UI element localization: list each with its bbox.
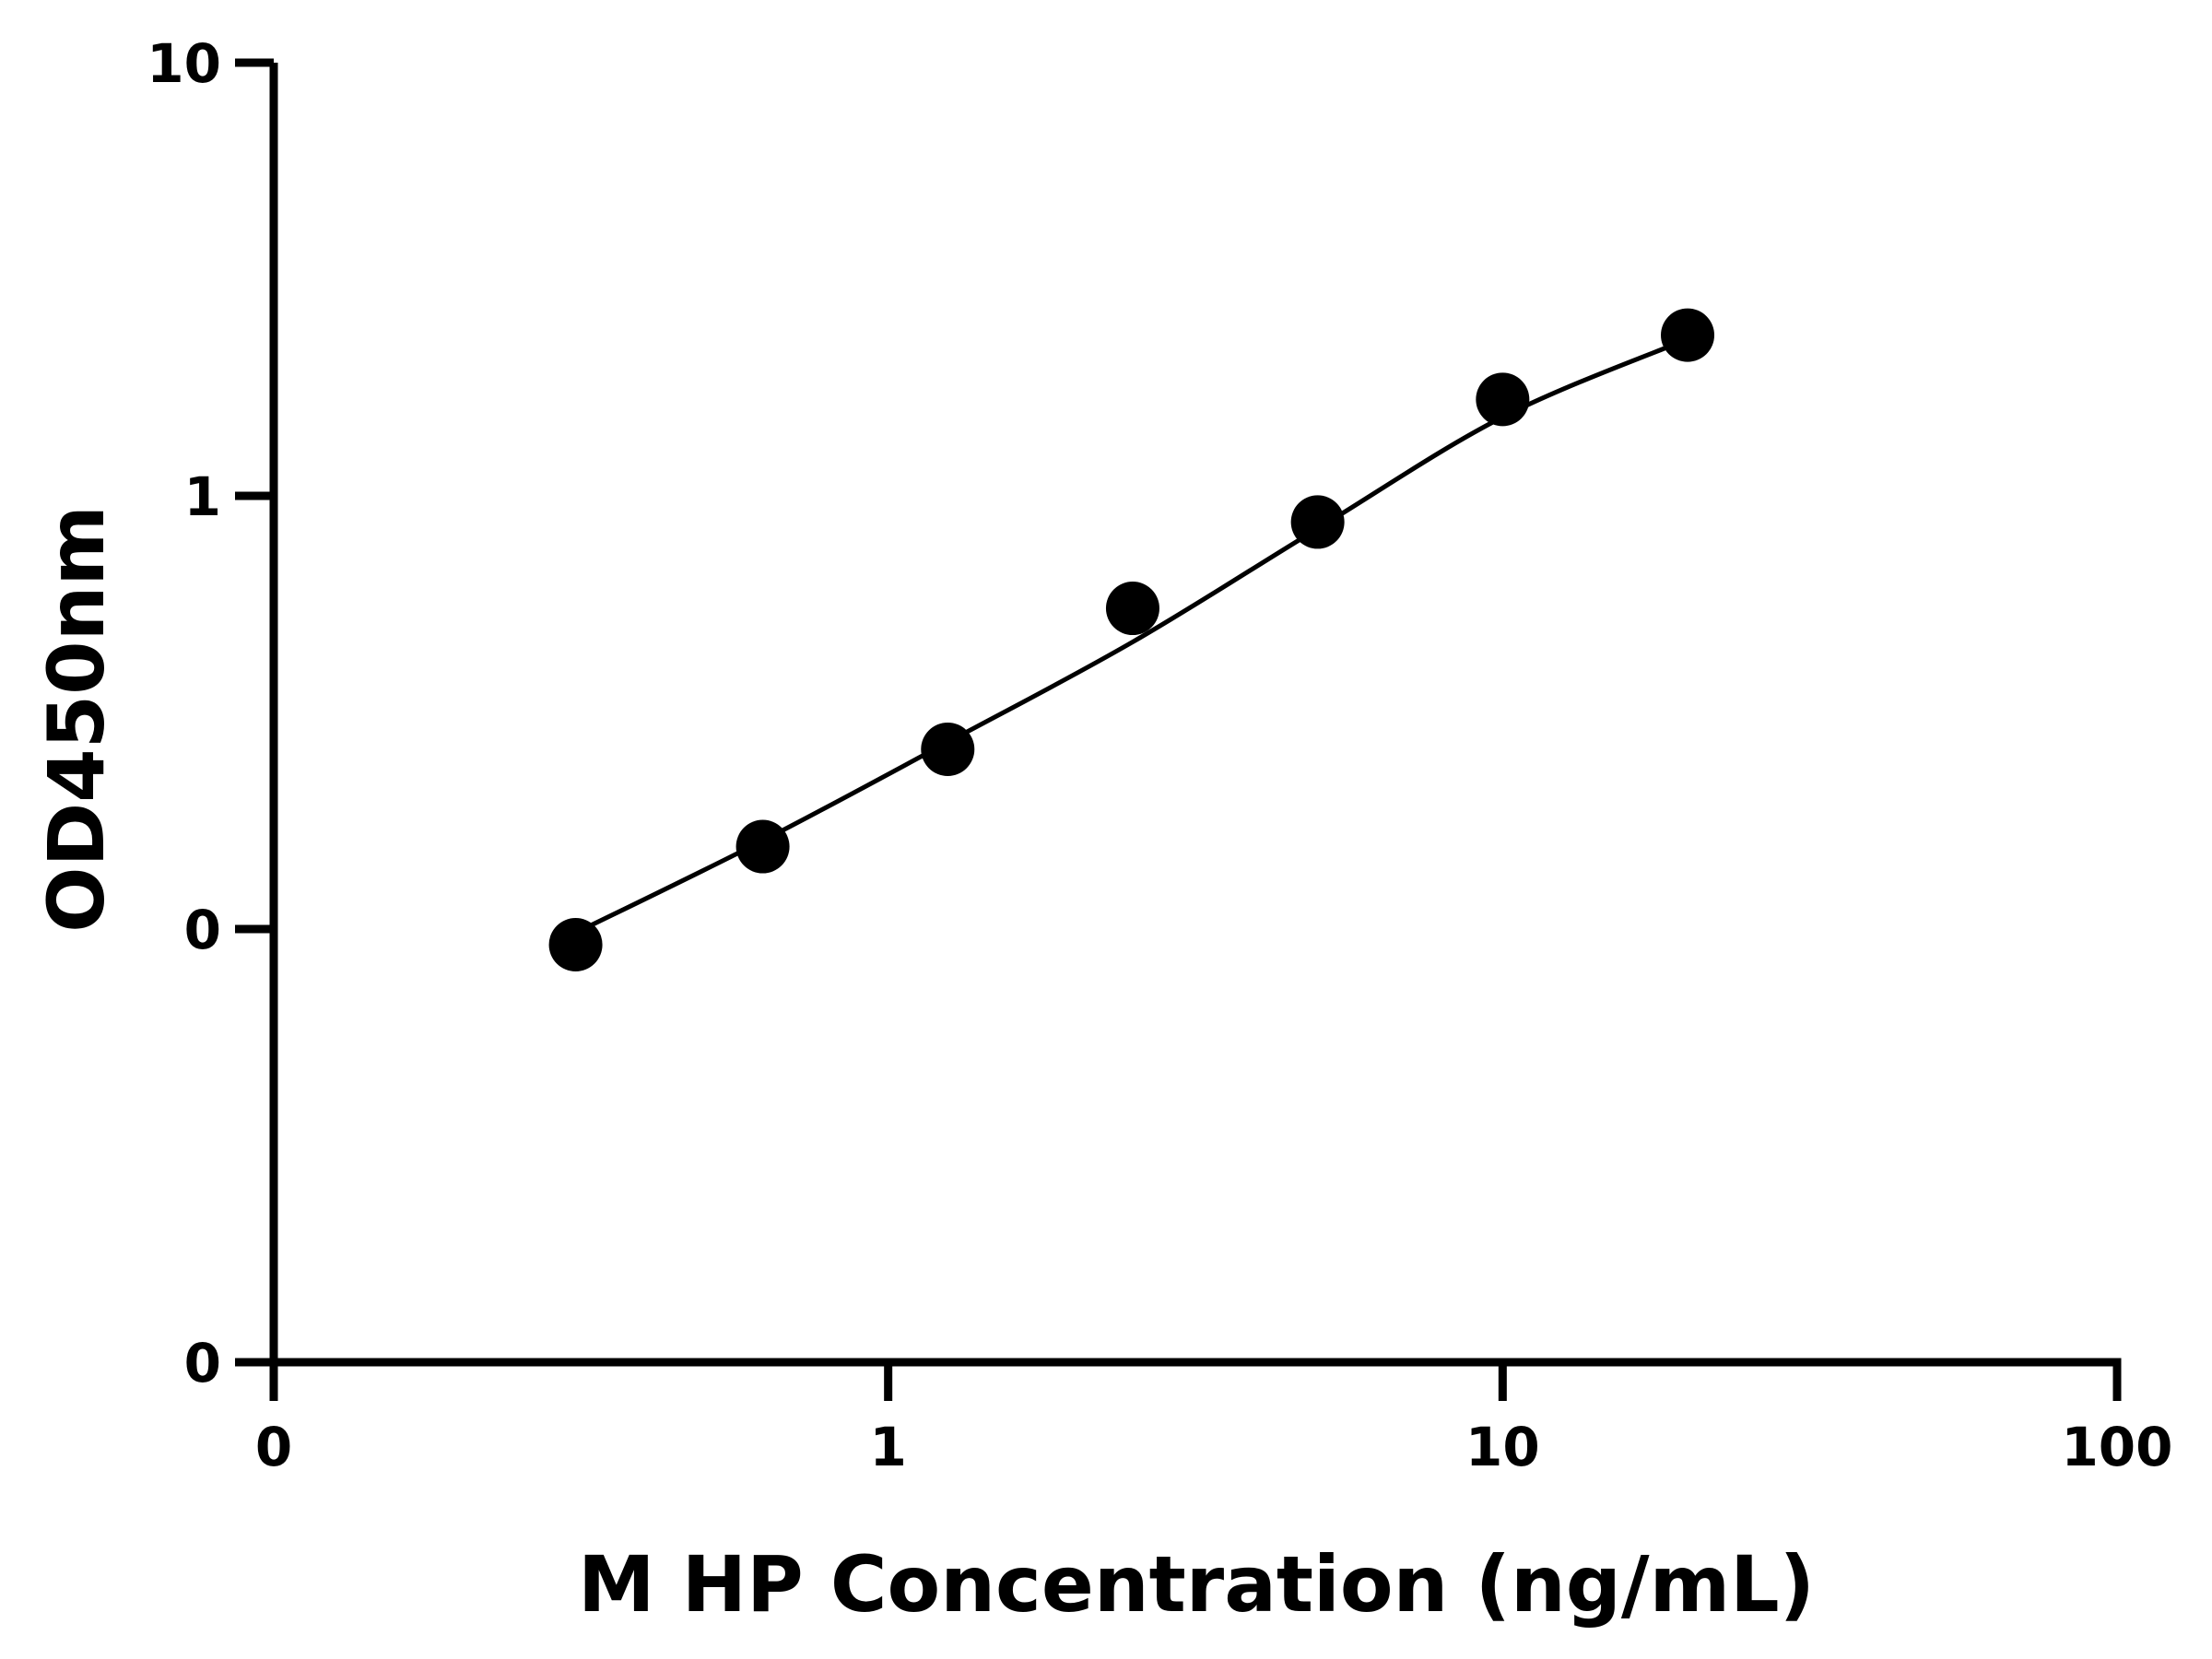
x-tick-label: 0 <box>255 1416 292 1478</box>
y-tick-label: 0 <box>184 1332 221 1394</box>
data-point <box>1290 495 1345 549</box>
x-tick-label: 100 <box>2061 1416 2172 1478</box>
data-point <box>1661 308 1715 362</box>
y-tick-label: 10 <box>147 32 221 95</box>
x-tick-label: 10 <box>1465 1416 1540 1478</box>
y-tick-label: 1 <box>184 465 221 528</box>
data-point <box>1105 582 1159 636</box>
y-tick-label: 0 <box>184 899 221 961</box>
data-point <box>548 918 603 972</box>
data-point <box>1476 372 1530 427</box>
x-axis-title: M HP Concentration (ng/mL) <box>578 1539 1815 1630</box>
axes <box>269 63 2122 1367</box>
y-axis-title: OD450nm <box>31 505 122 933</box>
x-tick-label: 1 <box>869 1416 906 1478</box>
data-points <box>548 308 1715 972</box>
data-point <box>921 722 975 776</box>
data-point <box>735 819 790 874</box>
